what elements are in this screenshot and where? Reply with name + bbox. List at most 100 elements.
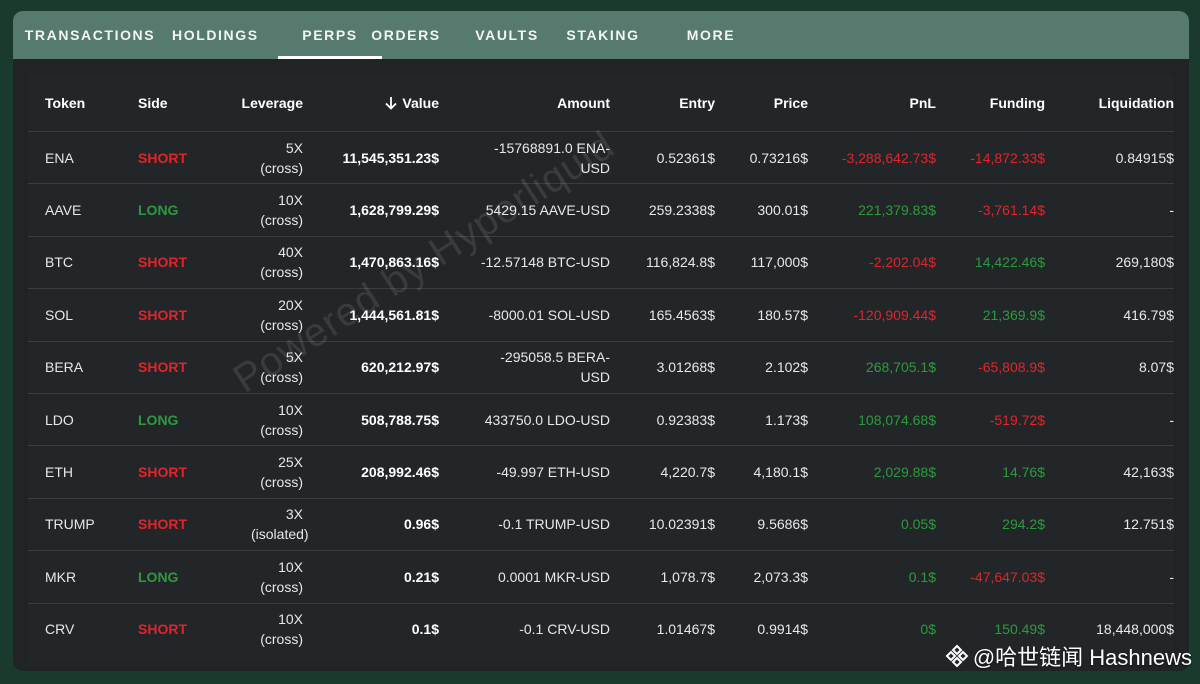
cell-side: SHORT	[121, 236, 211, 290]
cell-leverage: 10X (cross)	[211, 393, 303, 447]
cell-value: 208,992.46$	[303, 445, 439, 499]
cell-amount: -0.1 TRUMP-USD	[439, 498, 610, 552]
sort-down-arrow-icon	[385, 96, 398, 110]
cell-entry: 3.01268$	[610, 341, 715, 394]
cell-amount: 433750.0 LDO-USD	[439, 393, 610, 447]
cell-token: MKR	[28, 550, 121, 604]
cell-funding: 14.76$	[936, 445, 1045, 499]
cell-amount: -15768891.0 ENA-USD	[439, 131, 610, 185]
cell-price: 2.102$	[715, 341, 808, 394]
header-liquidation[interactable]: Liquidation	[1045, 74, 1174, 132]
cell-amount: -49.997 ETH-USD	[439, 445, 610, 499]
cell-liquidation: 8.07$	[1045, 341, 1174, 394]
cell-liquidation: 416.79$	[1045, 288, 1174, 342]
perps-panel: Token Side Leverage Value Amount Entry P…	[28, 74, 1174, 662]
header-entry[interactable]: Entry	[610, 74, 715, 132]
cell-funding: 21,369.9$	[936, 288, 1045, 342]
table-row[interactable]: SOL SHORT 20X (cross) 1,444,561.81$ -8000.01…	[28, 288, 1174, 342]
table-row[interactable]: AAVE LONG 10X (cross) 1,628,799.29$ 5429.15 …	[28, 183, 1174, 237]
header-price[interactable]: Price	[715, 74, 808, 132]
cell-price: 4,180.1$	[715, 445, 808, 499]
cell-pnl: -3,288,642.73$	[808, 131, 936, 185]
cell-entry: 4,220.7$	[610, 445, 715, 499]
cell-funding: -65,808.9$	[936, 341, 1045, 394]
cell-price: 0.73216$	[715, 131, 808, 185]
header-token[interactable]: Token	[28, 74, 121, 132]
cell-side: SHORT	[138, 621, 187, 638]
cell-value: 1,444,561.81$	[303, 288, 439, 342]
tab-staking[interactable]: STAKING	[566, 27, 640, 43]
cell-price: 2,073.3$	[715, 550, 808, 604]
header-value-label: Value	[402, 94, 439, 111]
cell-liquidation: -	[1045, 183, 1174, 237]
cell-side: SHORT	[121, 498, 211, 552]
cell-value: 0.1$	[411, 621, 439, 638]
cell-token: LDO	[28, 393, 121, 447]
cell-pnl: 2,029.88$	[808, 445, 936, 499]
cell-leverage: 10X (cross)	[260, 611, 303, 648]
tab-transactions[interactable]: TRANSACTIONS	[24, 27, 156, 43]
cell-token: TRUMP	[28, 498, 121, 552]
cell-side: SHORT	[121, 445, 211, 499]
cell-liquidation: 42,163$	[1045, 445, 1174, 499]
header-value[interactable]: Value	[303, 74, 439, 132]
tab-bar: TRANSACTIONS HOLDINGS PERPS ORDERS VAULTS STA…	[13, 11, 1189, 59]
cell-entry: 165.4563$	[610, 288, 715, 342]
cell-funding: -519.72$	[936, 393, 1045, 447]
table-row[interactable]: ENA SHORT 5X (cross) 11,545,351.23$ -1576889…	[28, 131, 1174, 185]
cell-liquidation: 0.84915$	[1045, 131, 1174, 185]
cell-price: 1.173$	[715, 393, 808, 447]
tab-more[interactable]: MORE	[686, 27, 736, 43]
cell-value: 1,470,863.16$	[303, 236, 439, 290]
cell-funding: -14,872.33$	[936, 131, 1045, 185]
cell-funding: 150.49$	[994, 621, 1045, 638]
cell-leverage: 3X (isolated)	[211, 498, 309, 552]
table-row[interactable]: BTC SHORT 40X (cross) 1,470,863.16$ -12.5714…	[28, 236, 1174, 290]
cell-side: SHORT	[121, 131, 211, 185]
cell-leverage: 40X (cross)	[211, 236, 303, 290]
tab-holdings[interactable]: HOLDINGS	[172, 27, 259, 43]
cell-value: 0.96$	[303, 498, 439, 552]
table-row[interactable]: LDO LONG 10X (cross) 508,788.75$ 433750.0 LD…	[28, 393, 1174, 447]
cell-entry: 0.52361$	[610, 131, 715, 185]
header-amount[interactable]: Amount	[439, 74, 610, 132]
tab-perps[interactable]: PERPS	[278, 11, 382, 59]
cell-amount: -295058.5 BERA-USD	[439, 341, 610, 394]
cell-leverage: 25X (cross)	[211, 445, 303, 499]
cell-liquidation: -	[1045, 550, 1174, 604]
cell-entry: 10.02391$	[610, 498, 715, 552]
cell-pnl: 268,705.1$	[808, 341, 936, 394]
cell-funding: -47,647.03$	[936, 550, 1045, 604]
cell-value: 1,628,799.29$	[303, 183, 439, 237]
cell-amount: -8000.01 SOL-USD	[439, 288, 610, 342]
cell-side: LONG	[121, 183, 211, 237]
cell-amount: 0.0001 MKR-USD	[439, 550, 610, 604]
cell-value: 11,545,351.23$	[303, 131, 439, 185]
table-row[interactable]: CRV SHORT 10X (cross) 0.1$ -0.1 CRV-USD 1.014…	[28, 603, 1174, 655]
tab-vaults[interactable]: VAULTS	[475, 27, 539, 43]
header-pnl[interactable]: PnL	[808, 74, 936, 132]
cell-entry: 259.2338$	[610, 183, 715, 237]
cell-token: ETH	[28, 445, 121, 499]
table-row[interactable]: TRUMP SHORT 3X (isolated) 0.96$ -0.1 TRUMP-U…	[28, 498, 1174, 552]
tab-orders[interactable]: ORDERS	[371, 27, 441, 43]
cell-leverage: 5X (cross)	[211, 131, 303, 185]
cell-side: LONG	[121, 550, 211, 604]
header-leverage[interactable]: Leverage	[211, 74, 303, 132]
cell-liquidation: 12.751$	[1045, 498, 1174, 552]
table-row[interactable]: BERA SHORT 5X (cross) 620,212.97$ -295058.5 …	[28, 341, 1174, 394]
perps-table: Token Side Leverage Value Amount Entry P…	[28, 74, 1174, 655]
cell-liquidation: -	[1045, 393, 1174, 447]
header-side[interactable]: Side	[121, 74, 211, 132]
portfolio-frame: TRANSACTIONS HOLDINGS PERPS ORDERS VAULTS STA…	[13, 11, 1189, 671]
cell-leverage: 20X (cross)	[211, 288, 303, 342]
cell-entry: 1,078.7$	[610, 550, 715, 604]
cell-side: LONG	[121, 393, 211, 447]
cell-pnl: 0$	[920, 621, 936, 638]
table-row[interactable]: ETH SHORT 25X (cross) 208,992.46$ -49.997 ET…	[28, 445, 1174, 499]
table-row[interactable]: MKR LONG 10X (cross) 0.21$ 0.0001 MKR-USD 1,0…	[28, 550, 1174, 604]
cell-side: SHORT	[121, 341, 211, 394]
cell-pnl: 0.1$	[808, 550, 936, 604]
header-funding[interactable]: Funding	[936, 74, 1045, 132]
cell-pnl: 108,074.68$	[808, 393, 936, 447]
